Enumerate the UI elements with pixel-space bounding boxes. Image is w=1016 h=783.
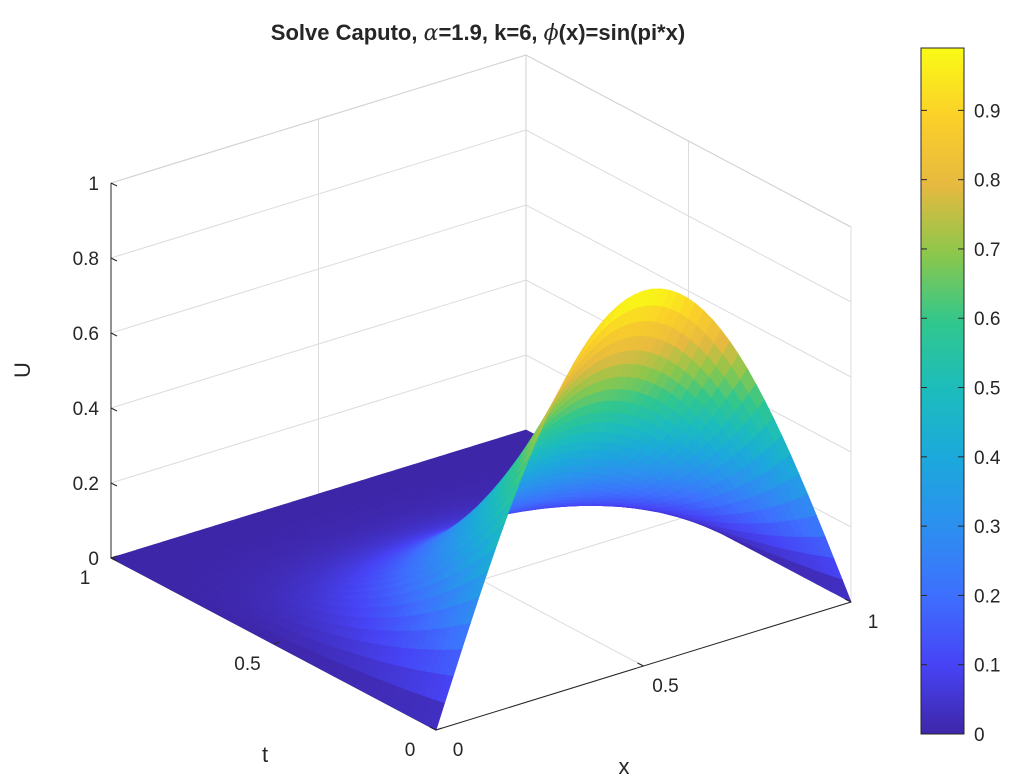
surface-plot <box>109 288 852 731</box>
colorbar-ticks: 0 0.1 0.2 0.3 0.4 0.5 0.6 0.7 0.8 0.9 <box>921 101 1001 746</box>
colorbar-tick-label: 0.8 <box>974 171 1000 192</box>
gridline-z <box>110 204 852 378</box>
chart-title: Solve Caputo, α=1.9, k=6, ϕ(x)=sin(pi*x) <box>271 20 685 46</box>
t-tick-label: 0 <box>405 740 416 761</box>
z-tick-label: 0.6 <box>73 324 99 345</box>
colorbar-tick-label: 0 <box>974 725 985 746</box>
z-tick-label: 1 <box>88 174 99 195</box>
x-tick-mark <box>429 726 437 731</box>
colorbar-tick-label: 0.9 <box>974 101 1000 122</box>
title-alpha-symbol: α <box>424 21 439 46</box>
title-part-3: (x)=sin(pi*x) <box>559 20 686 45</box>
colorbar-tick-label: 0.2 <box>974 586 1000 607</box>
t-tick-mark <box>273 641 280 645</box>
z-tick-mark <box>110 182 118 187</box>
colorbar-tick-label: 0.3 <box>974 517 1000 538</box>
gridline-z <box>110 129 852 303</box>
colorbar-tick-label: 0.6 <box>974 309 1000 330</box>
z-tick-mark <box>110 332 118 337</box>
z-tick-label: 0.2 <box>73 474 99 495</box>
t-tick-mark <box>435 727 443 731</box>
z-tick-label: 0 <box>88 549 99 570</box>
x-tick-label: 0 <box>453 740 464 761</box>
z-tick-mark <box>110 257 118 262</box>
x-axis-label: x <box>619 754 630 779</box>
colorbar-tick-label: 0.7 <box>974 240 1000 261</box>
title-part-1: Solve Caputo, <box>271 20 424 45</box>
colorbar-tick-label: 0.4 <box>974 448 1001 469</box>
z-tick-mark <box>110 407 118 412</box>
surface-patch <box>834 577 852 603</box>
colorbar-tick-label: 0.1 <box>974 656 1000 677</box>
x-tick-label: 0.5 <box>652 676 678 697</box>
colorbar: 0 0.1 0.2 0.3 0.4 0.5 0.6 0.7 0.8 0.9 <box>920 47 1001 746</box>
title-phi-symbol: ϕ <box>544 21 559 46</box>
colorbar-tick-label: 0.5 <box>974 379 1000 400</box>
title-part-2: =1.9, k=6, <box>438 20 543 45</box>
x-tick-mark <box>637 662 644 667</box>
y-axis-label: t <box>262 742 268 767</box>
box-back-edge <box>110 54 852 228</box>
gridline-z <box>110 54 852 228</box>
z-tick-mark <box>110 557 118 562</box>
z-tick-mark <box>110 482 118 487</box>
x-tick-label: 1 <box>868 612 879 633</box>
z-tick-label: 0.4 <box>73 399 100 420</box>
z-tick-label: 0.8 <box>73 249 99 270</box>
colorbar-gradient <box>920 47 965 735</box>
z-axis-label: U <box>10 362 35 378</box>
t-tick-mark <box>110 555 118 559</box>
x-tick-mark <box>844 598 852 603</box>
t-tick-label: 0.5 <box>234 654 260 675</box>
t-tick-label: 1 <box>80 568 91 589</box>
